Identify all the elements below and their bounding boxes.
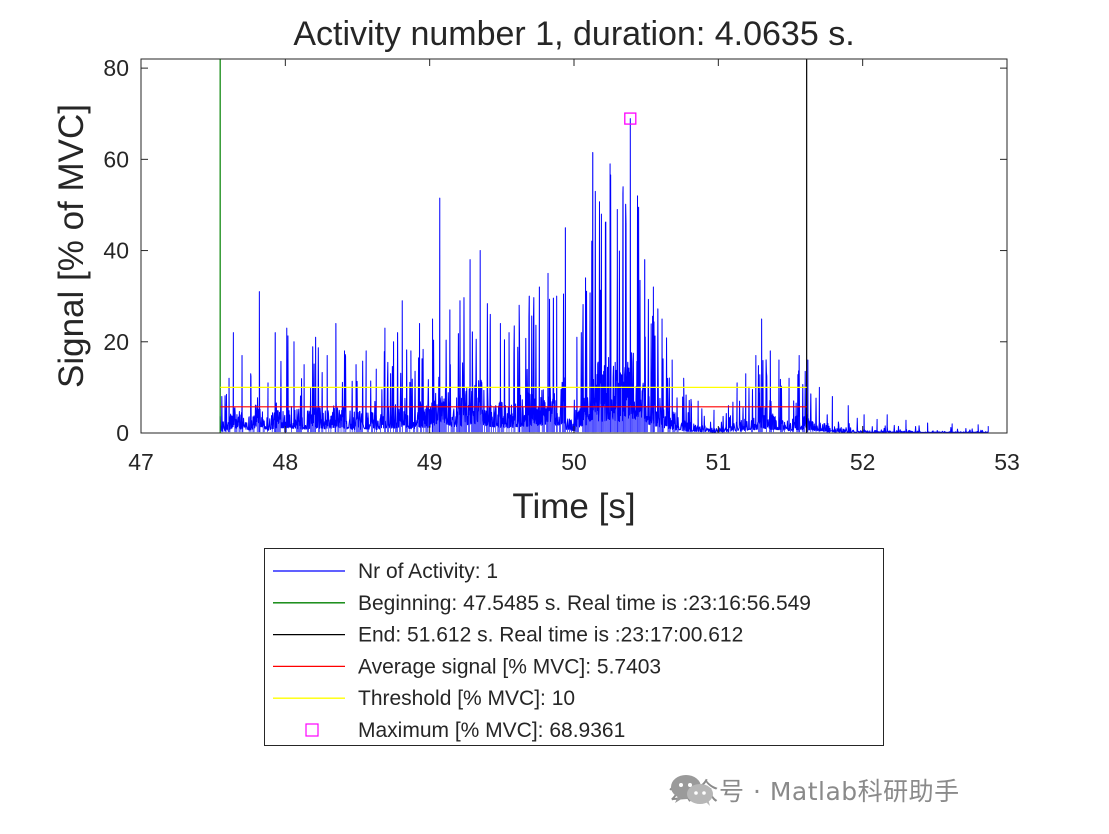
- legend-maximum-marker: [305, 723, 319, 737]
- legend-average-signal-label: Average signal [% MVC]: 5.7403: [358, 655, 661, 678]
- legend-beginning-label: Beginning: 47.5485 s. Real time is :23:1…: [358, 592, 811, 615]
- x-tick-label: 53: [994, 449, 1020, 475]
- x-tick-label: 52: [850, 449, 876, 475]
- legend-box: [264, 548, 884, 746]
- y-tick-label: 40: [103, 238, 129, 264]
- watermark-text: 公众号 · Matlab科研助手: [668, 777, 960, 806]
- legend-maximum-label: Maximum [% MVC]: 68.9361: [358, 719, 625, 742]
- y-tick-label: 20: [103, 329, 129, 355]
- y-axis-label: Signal [% of MVC]: [52, 104, 91, 388]
- plot-content: [219, 59, 989, 433]
- legend-nr-of-activity: Nr of Activity: 1: [273, 560, 498, 583]
- x-tick-label: 48: [273, 449, 299, 475]
- x-axis-label: Time [s]: [512, 487, 635, 526]
- wechat-icon: [671, 775, 713, 806]
- legend-beginning: Beginning: 47.5485 s. Real time is :23:1…: [273, 592, 811, 615]
- y-tick-label: 0: [116, 420, 129, 446]
- legend-end-label: End: 51.612 s. Real time is :23:17:00.61…: [358, 624, 743, 647]
- x-tick-label: 50: [561, 449, 587, 475]
- x-tick-label: 47: [128, 449, 154, 475]
- x-tick-label: 51: [706, 449, 732, 475]
- legend-end: End: 51.612 s. Real time is :23:17:00.61…: [273, 624, 743, 647]
- chart-title: Activity number 1, duration: 4.0635 s.: [293, 15, 854, 53]
- plot-background: [141, 59, 1007, 433]
- x-axis-ticks: 47 48 49 50 51 52 53: [128, 59, 1020, 475]
- legend-average-signal: Average signal [% MVC]: 5.7403: [273, 655, 661, 678]
- legend-maximum: Maximum [% MVC]: 68.9361: [305, 719, 625, 742]
- legend-items: Nr of Activity: 1 Beginning: 47.5485 s. R…: [273, 560, 811, 742]
- y-axis-ticks: 0 20 40 60 80: [103, 55, 1007, 446]
- y-tick-label: 80: [103, 55, 129, 81]
- legend-threshold: Threshold [% MVC]: 10: [273, 687, 575, 710]
- legend-threshold-label: Threshold [% MVC]: 10: [358, 687, 575, 710]
- maximum-marker: [624, 112, 637, 125]
- x-tick-label: 49: [417, 449, 443, 475]
- legend: Nr of Activity: 1 Beginning: 47.5485 s. R…: [264, 548, 884, 746]
- legend-nr-of-activity-label: Nr of Activity: 1: [358, 560, 498, 583]
- watermark: 公众号 · Matlab科研助手: [668, 772, 960, 808]
- y-tick-label: 60: [103, 146, 129, 172]
